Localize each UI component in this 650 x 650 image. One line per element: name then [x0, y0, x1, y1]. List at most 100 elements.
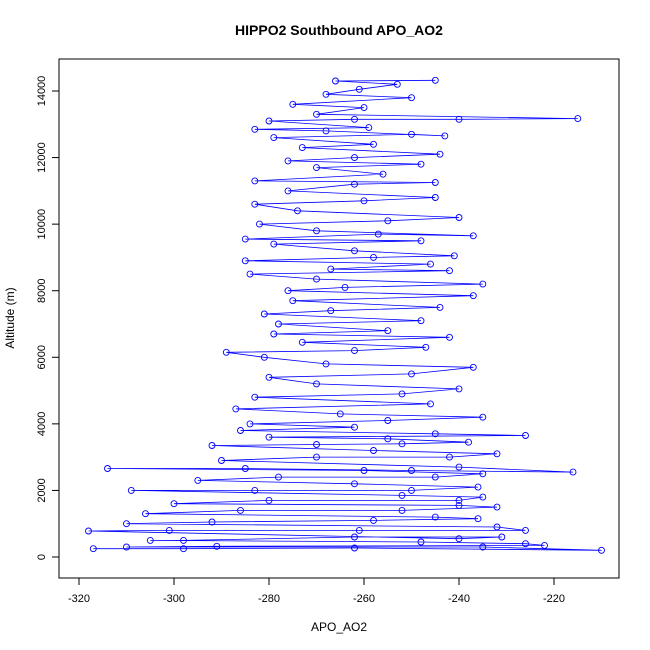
data-point	[370, 516, 377, 524]
data-point	[180, 536, 187, 544]
data-layer	[85, 76, 605, 554]
data-point	[522, 526, 529, 534]
data-point	[241, 257, 249, 265]
data-point	[127, 486, 135, 494]
data-point	[446, 333, 453, 341]
data-point	[355, 85, 363, 93]
y-tick-label: 2000	[36, 478, 48, 502]
data-point	[417, 160, 425, 168]
data-point	[384, 327, 392, 335]
data-point	[351, 544, 358, 552]
x-tick-label: -240	[448, 593, 470, 605]
data-point	[313, 441, 320, 448]
data-point	[123, 520, 130, 528]
data-point	[455, 535, 463, 543]
data-point	[313, 380, 320, 388]
data-point	[360, 104, 368, 112]
data-point	[284, 287, 292, 295]
data-point	[313, 227, 320, 235]
data-point	[446, 453, 453, 461]
series-line	[88, 79, 602, 551]
data-point	[165, 526, 173, 534]
data-point	[384, 217, 392, 225]
data-point	[441, 132, 449, 140]
x-tick-label: -280	[258, 593, 280, 605]
data-point	[431, 194, 439, 201]
data-point	[246, 420, 254, 428]
data-point	[365, 124, 373, 132]
data-point	[351, 180, 358, 188]
data-point	[298, 338, 306, 346]
data-point	[431, 513, 439, 521]
y-tick-label: 8000	[36, 278, 48, 302]
data-point	[104, 465, 111, 472]
data-point	[327, 307, 335, 315]
data-point	[370, 140, 377, 148]
x-axis-label: APO_AO2	[311, 620, 367, 634]
data-point	[275, 473, 282, 481]
data-point	[251, 200, 259, 208]
data-point	[341, 283, 349, 291]
data-point	[384, 417, 392, 424]
data-point	[522, 540, 529, 548]
data-point	[336, 410, 344, 418]
data-point	[284, 157, 292, 165]
data-point	[436, 150, 444, 158]
data-point	[322, 360, 330, 368]
data-point	[355, 526, 363, 534]
y-axis: 0 2000 4000 6000 8000 10000 12000 14000	[36, 76, 60, 560]
data-point	[455, 115, 463, 123]
data-point	[260, 353, 268, 361]
data-point	[265, 117, 273, 125]
data-point	[370, 253, 377, 261]
data-point	[89, 545, 97, 553]
chart-title: HIPPO2 Southbound APO_AO2	[235, 22, 443, 38]
data-point	[384, 435, 392, 443]
data-point	[180, 545, 187, 553]
data-point	[313, 453, 320, 461]
data-point	[393, 80, 401, 88]
data-point	[351, 347, 358, 355]
data-point	[251, 125, 259, 133]
data-point	[493, 450, 501, 458]
data-point	[313, 164, 320, 172]
data-point	[360, 467, 368, 474]
y-axis-label: Altitude (m)	[3, 287, 17, 348]
data-point	[260, 310, 268, 318]
data-point	[469, 292, 477, 300]
data-point	[208, 442, 216, 449]
data-point	[123, 543, 130, 551]
data-point	[408, 486, 415, 494]
data-point	[298, 144, 306, 152]
data-point	[256, 220, 263, 228]
data-point	[251, 177, 259, 185]
data-point	[351, 423, 358, 431]
data-point	[522, 432, 529, 439]
x-tick-label: -320	[68, 593, 90, 605]
data-point	[469, 363, 477, 371]
data-point	[431, 76, 439, 84]
data-point	[218, 457, 225, 464]
x-tick-label: -220	[543, 593, 565, 605]
data-point	[222, 348, 230, 356]
data-point	[455, 214, 463, 221]
data-point	[313, 275, 320, 283]
data-point	[408, 370, 415, 378]
data-point	[574, 115, 582, 123]
data-point	[85, 527, 92, 535]
data-point	[351, 480, 358, 488]
data-point	[455, 385, 463, 393]
data-point	[408, 94, 415, 102]
data-point	[479, 280, 487, 288]
data-point	[270, 134, 278, 142]
data-point	[498, 533, 506, 541]
data-point	[265, 433, 273, 441]
y-tick-label: 10000	[36, 209, 48, 240]
data-point	[431, 179, 439, 186]
data-point	[270, 240, 278, 248]
data-point	[455, 501, 463, 509]
data-point	[208, 518, 216, 526]
y-tick-label: 12000	[36, 142, 48, 173]
data-point	[265, 496, 273, 504]
